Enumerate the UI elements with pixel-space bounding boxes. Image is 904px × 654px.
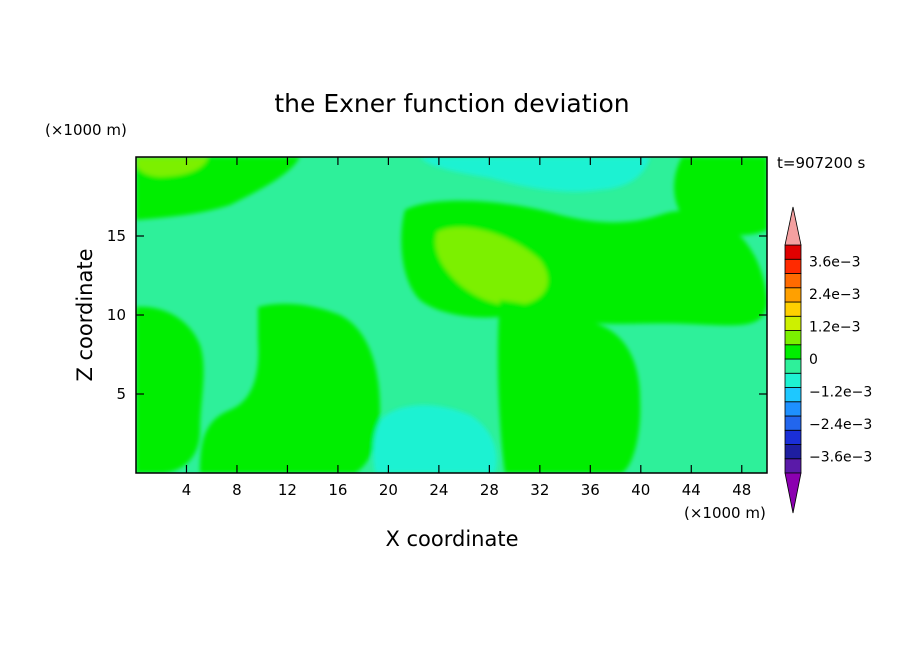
colorbar-label: 3.6e−3 (809, 254, 861, 270)
colorbar-segment (784, 358, 802, 374)
colorbar-label: 0 (809, 352, 818, 368)
x-tick-label: 40 (631, 481, 650, 499)
region-center-peak (435, 227, 548, 306)
colorbar-label: 2.4e−3 (809, 287, 861, 303)
x-tick-label: 44 (682, 481, 701, 499)
region-upper-left-peak (136, 157, 208, 177)
colorbar: 3.6e−3 2.4e−3 1.2e−3 0 −1.2e−3 −2.4e−3 −3.6e−3 (784, 206, 872, 514)
colorbar-segment (784, 330, 802, 346)
colorbar-segment (784, 401, 802, 417)
colorbar-segment (784, 344, 802, 360)
region-right-high (674, 157, 767, 236)
y-tick-label: 15 (107, 227, 126, 245)
time-label: t=907200 s (777, 154, 865, 172)
x-tick-label: 24 (429, 481, 448, 499)
colorbar-segment (784, 444, 802, 460)
region-bottom-trough (373, 405, 497, 473)
colorbar-segment (784, 387, 802, 403)
x-tick-label: 20 (379, 481, 398, 499)
colorbar-segment (784, 287, 802, 303)
x-tick-label: 12 (278, 481, 297, 499)
x-tick-label: 28 (480, 481, 499, 499)
colorbar-segment (784, 429, 802, 445)
colorbar-label: −2.4e−3 (809, 417, 872, 433)
region-top-trough (420, 157, 650, 192)
colorbar-under-arrow (784, 472, 802, 514)
colorbar-segment (784, 273, 802, 289)
y-axis-unit: (×1000 m) (45, 121, 127, 139)
x-tick-label: 16 (328, 481, 347, 499)
colorbar-label: −1.2e−3 (809, 385, 872, 401)
y-tick-label: 5 (116, 385, 126, 403)
x-axis-unit: (×1000 m) (684, 504, 766, 522)
region-left-column-high (136, 306, 204, 473)
y-tick-label: 10 (107, 306, 126, 324)
chart-title: the Exner function deviation (274, 89, 629, 118)
x-axis-label: X coordinate (385, 527, 518, 551)
colorbar-segment (784, 244, 802, 260)
colorbar-segment (784, 458, 802, 474)
colorbar-label: 1.2e−3 (809, 319, 861, 335)
y-axis: 5 10 15 (107, 227, 767, 403)
contour-field (136, 157, 767, 473)
region-left-mid-high (200, 303, 380, 473)
colorbar-segment (784, 258, 802, 274)
y-axis-label: Z coordinate (73, 248, 97, 381)
colorbar-segment (784, 372, 802, 388)
colorbar-segment (784, 415, 802, 431)
colorbar-label: −3.6e−3 (809, 450, 872, 466)
x-tick-label: 32 (530, 481, 549, 499)
colorbar-over-arrow (784, 206, 802, 246)
x-tick-label: 4 (182, 481, 192, 499)
x-tick-label: 8 (232, 481, 242, 499)
colorbar-segment (784, 315, 802, 331)
region-lower-middle-high (497, 300, 641, 473)
colorbar-segment (784, 301, 802, 317)
x-tick-label: 48 (732, 481, 751, 499)
x-tick-label: 36 (581, 481, 600, 499)
x-axis: 4 8 12 16 20 24 28 32 36 40 44 48 (182, 157, 751, 499)
